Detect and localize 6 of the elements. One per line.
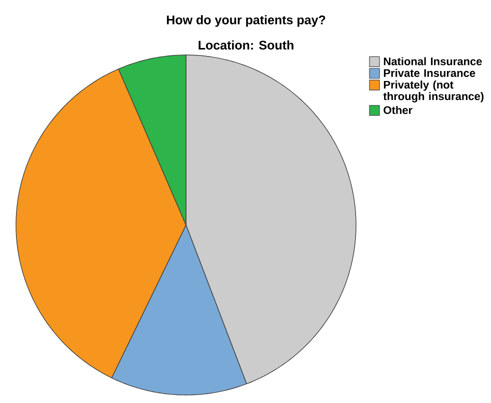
chart-title: How do your patients pay? xyxy=(166,15,326,27)
legend-label: Other xyxy=(384,106,412,114)
legend-label: Privately (not through insurance) xyxy=(383,80,484,102)
chart-subtitle: Location: South xyxy=(198,40,294,50)
legend-label: National Insurance xyxy=(384,57,482,66)
legend-label: Private Insurance xyxy=(384,68,476,77)
